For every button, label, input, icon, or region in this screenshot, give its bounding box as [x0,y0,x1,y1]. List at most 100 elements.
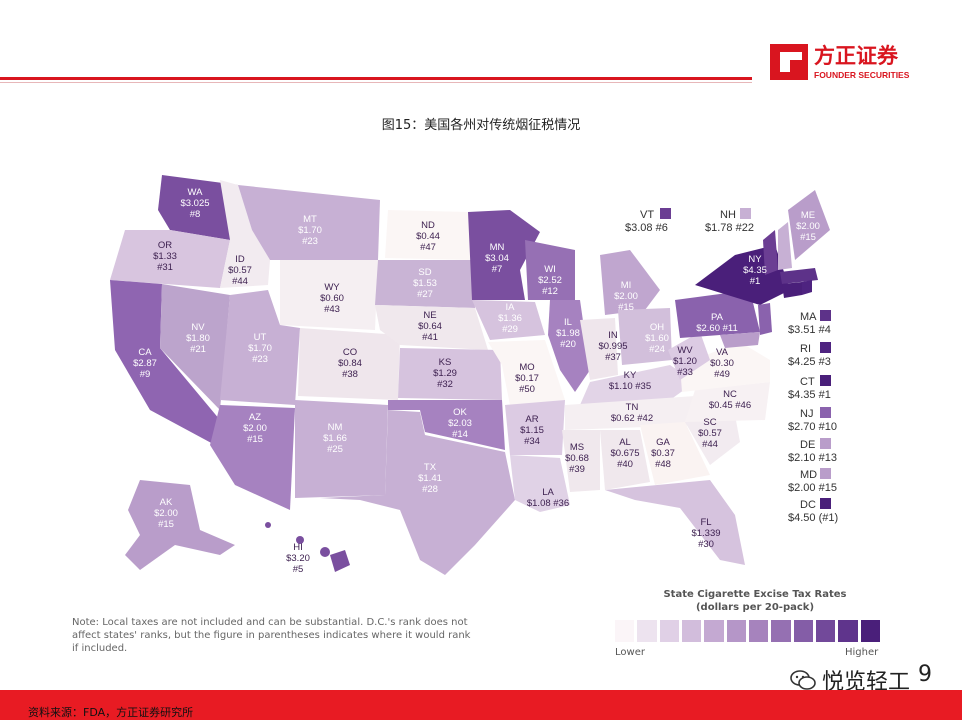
label-NV-3: #21 [190,344,206,355]
side-value-NH: $1.78 #22 [705,222,754,234]
label-CA-3: #9 [140,369,151,380]
label-NE-1: NE [423,310,436,321]
label-ND-2: $0.44 [416,231,440,242]
label-IN-1: IN [608,330,618,341]
state-MD [720,332,760,348]
state-CT [782,282,802,298]
label-SD-3: #27 [417,289,433,300]
label-MO-2: $0.17 [515,373,539,384]
label-ND-3: #47 [420,242,436,253]
label-NM-1: NM [328,422,343,433]
legend-swatch-6 [726,620,746,642]
label-GA-2: $0.37 [651,448,675,459]
label-OH-3: #24 [649,344,665,355]
state-WI [525,240,575,300]
label-CA-1: CA [138,347,152,358]
brand-sub: FOUNDER SECURITIES [814,70,910,80]
legend-swatch-11 [838,620,858,642]
legend-color-scale [615,620,880,642]
label-MN-3: #7 [492,264,503,275]
logo-mark-icon [770,44,808,80]
label-CA-2: $2.87 [133,358,157,369]
state-WY [280,260,378,330]
figure-title: 图15：美国各州对传统烟征税情况 [381,118,581,133]
label-KS-3: #32 [437,379,453,390]
page-number: 9 [918,662,932,687]
side-value-MD: $2.00 #15 [788,482,837,494]
label-AZ-1: AZ [249,412,261,423]
legend-swatch-3 [659,620,679,642]
label-TX-1: TX [424,462,437,473]
state-GA [640,422,710,485]
header-rule-thin [0,82,752,83]
label-OH-2: $1.60 [645,333,669,344]
legend-title-line1: State Cigarette Excise Tax Rates [663,589,847,600]
label-HI-1: HI [293,542,303,553]
state-MN [468,210,540,300]
side-label-DC: DC [800,499,816,511]
state-ND [385,210,472,260]
state-NC [685,382,770,422]
state-ME [788,190,830,260]
state-NM [295,400,388,498]
label-CO-2: $0.84 [338,358,362,369]
label-MI-3: #15 [618,302,634,313]
label-IN-2: $0.995 [598,341,627,352]
state-AL [600,430,650,490]
label-MS-3: #39 [569,464,585,475]
label-AL-2: $0.675 [610,448,639,459]
label-WI-2: $2.52 [538,275,562,286]
note-line2: affect states' ranks, but the figure in … [72,630,471,641]
legend-title-line2: (dollars per 20-pack) [695,602,815,613]
legend-swatch-8 [771,620,791,642]
state-MS [562,430,600,492]
state-AR [505,400,565,455]
label-GA-1: GA [656,437,670,448]
state-IL [548,300,590,392]
state-WV [668,332,710,380]
label-NE-2: $0.64 [418,321,442,332]
side-swatch-MD [820,468,831,479]
label-PA-2: $2.60 #11 [696,323,738,334]
legend-swatch-7 [748,620,769,642]
note-line3: if included. [72,643,128,654]
state-IA [472,300,545,340]
label-AL-3: #40 [617,459,633,470]
label-SD-2: $1.53 [413,278,437,289]
side-swatch-CT [820,375,831,386]
legend-swatch-5 [704,620,724,642]
legend-swatch-1 [615,620,635,642]
label-KY-2: $1.10 #35 [609,381,651,392]
label-IL-2: $1.98 [556,328,580,339]
label-AR-2: $1.15 [520,425,544,436]
label-MN-1: MN [490,242,505,253]
label-SC-2: $0.57 [698,428,722,439]
side-label-MA: MA [800,311,817,323]
label-UT-1: UT [254,332,267,343]
side-label-DE: DE [800,439,815,451]
label-WI-3: #12 [542,286,558,297]
side-value-DE: $2.10 #13 [788,452,837,464]
state-MA [780,268,818,284]
label-ID-2: $0.57 [228,265,252,276]
label-NV-2: $1.80 [186,333,210,344]
side-value-VT: $3.08 #6 [625,222,668,234]
state-HI [265,522,350,572]
label-WA-3: #8 [190,209,201,220]
label-TX-2: $1.41 [418,473,442,484]
map-note: Note: Local taxes are not included and c… [72,616,512,655]
label-VA-1: VA [716,347,729,358]
label-WA-1: WA [188,187,204,198]
label-WA-2: $3.025 [180,198,209,209]
label-KS-2: $1.29 [433,368,457,379]
label-MS-2: $0.68 [565,453,589,464]
label-AK-3: #15 [158,519,174,530]
label-ME-3: #15 [800,232,816,243]
side-swatch-VT [660,208,671,219]
state-CA [110,280,235,445]
state-AK [125,480,235,570]
label-IA-3: #29 [502,324,518,335]
label-UT-3: #23 [252,354,268,365]
label-ME-2: $2.00 [796,221,820,232]
side-value-NJ: $2.70 #10 [788,421,837,433]
